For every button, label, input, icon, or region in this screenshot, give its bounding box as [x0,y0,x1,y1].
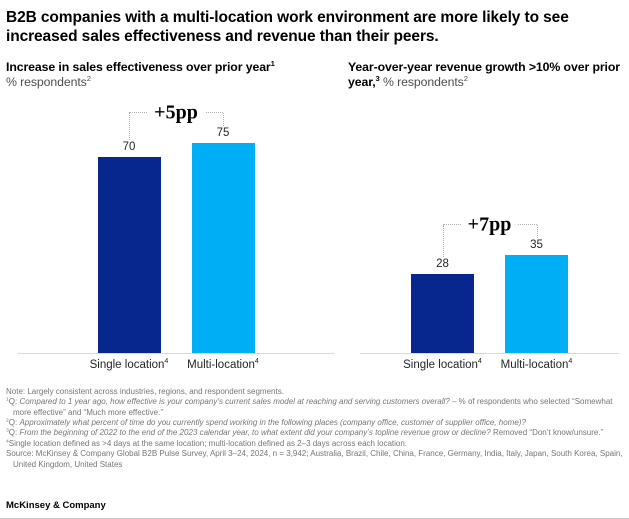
bar-plot: 70 Single location4 75 Multi-location4 +5pp [18,101,334,371]
bar-category-label: Single location4 [403,356,482,371]
chart-unit: % respondents2 [379,74,468,90]
bar-category-label: Multi-location4 [500,356,573,371]
footnote-line: 2Q: Approximately what percent of time d… [6,417,526,427]
chart-header: Increase in sales effectiveness over pri… [6,58,338,98]
bar-category-label: Single location4 [89,356,169,371]
footnote-line: Note: Largely consistent across industri… [6,386,284,396]
bar-single-location [97,156,161,353]
footer-brand: McKinsey & Company [6,500,106,511]
footnote-line: 3Q: From the beginning of 2022 to the en… [6,428,604,438]
bar-category-label: Multi-location4 [187,356,259,371]
chart-sales-effectiveness: Increase in sales effectiveness over pri… [6,58,338,378]
footnote-line: 4Single location defined as >4 days at t… [6,438,408,448]
chart-title: Year-over-year revenue growth >10% over … [348,59,620,90]
bar-single-location [411,274,474,353]
bar-value-label: 70 [122,140,136,153]
exhibit-title: B2B companies with a multi-location work… [6,9,569,45]
delta-bracket-vline [223,112,224,126]
delta-bracket-vline [129,112,130,140]
bar-multi-location [505,254,568,353]
footnote-line: Source: McKinsey & Company Global B2B Pu… [6,449,623,469]
chart-title: Increase in sales effectiveness over pri… [6,58,275,74]
footnote-line: 1Q: Compared to 1 year ago, how effectiv… [6,397,613,417]
delta-bracket-vline [536,224,538,238]
chart-revenue-growth: Year-over-year revenue growth >10% over … [348,60,623,378]
delta-bracket-vline [442,224,444,258]
bar-multi-location [191,142,255,353]
chart-unit: % respondents2 [6,74,91,90]
bar-value-label: 35 [530,238,543,251]
delta-label: +7pp [460,213,519,237]
bar-value-label: 75 [216,126,230,139]
bar-value-label: 28 [436,258,449,271]
bar-plot: 28 Single location4 35 Multi-location4 +7pp [360,102,619,371]
charts-row: Increase in sales effectiveness over pri… [6,58,623,378]
delta-label: +5pp [147,101,205,125]
chart-header: Year-over-year revenue growth >10% over … [348,60,623,98]
footnotes: Note: Largely consistent across industri… [6,387,623,470]
